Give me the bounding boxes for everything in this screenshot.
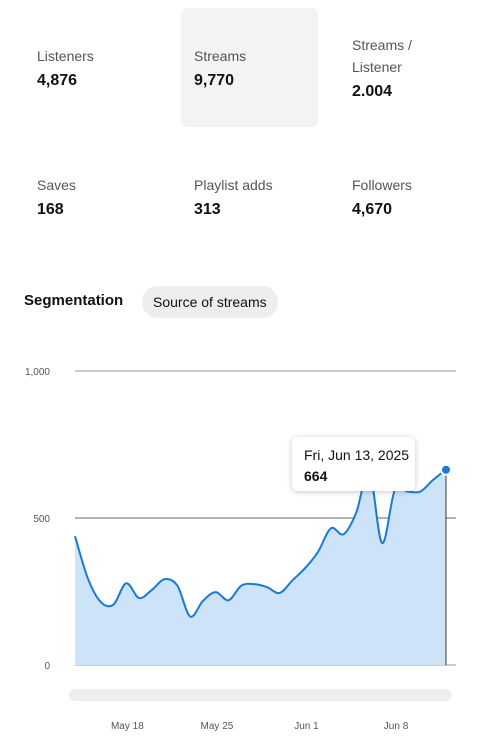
x-tick-label: May 18 xyxy=(111,721,144,732)
stat-label: Streams / xyxy=(352,37,412,53)
stat-listeners[interactable]: Listeners 4,876 xyxy=(24,8,161,127)
y-tick-label: 0 xyxy=(44,661,50,672)
x-tick-label: May 25 xyxy=(201,721,234,732)
streams-chart-svg: 1,000 500 0 May 18 May 25 Jun 1 Jun 8 xyxy=(25,367,456,732)
stat-playlist-adds[interactable]: Playlist adds 313 xyxy=(181,160,318,279)
chart-range-scrollbar[interactable] xyxy=(69,689,452,701)
x-tick-label: Jun 1 xyxy=(294,721,319,732)
stat-label-line2: Listener xyxy=(352,59,402,75)
tooltip-date: Fri, Jun 13, 2025 xyxy=(304,447,410,463)
stat-label: Listeners xyxy=(37,48,94,64)
stats-grid: Listeners 4,876 Streams 9,770 Streams / … xyxy=(0,0,490,260)
chart-tooltip: Fri, Jun 13, 2025 664 xyxy=(292,437,415,491)
stat-label: Playlist adds xyxy=(194,177,273,193)
stat-value: 313 xyxy=(194,201,221,218)
stat-value: 4,876 xyxy=(37,72,78,89)
stat-streams-per-listener[interactable]: Streams / Listener 2.004 xyxy=(339,8,476,127)
y-tick-label: 500 xyxy=(33,514,50,525)
streams-chart: 1,000 500 0 May 18 May 25 Jun 1 Jun 8 xyxy=(0,340,490,743)
stat-followers[interactable]: Followers 4,670 xyxy=(339,160,476,279)
x-tick-label: Jun 8 xyxy=(384,721,409,732)
stat-value: 9,770 xyxy=(194,72,235,89)
stat-value: 2.004 xyxy=(352,83,393,100)
highlight-point xyxy=(440,463,452,476)
stat-label: Streams xyxy=(194,48,247,64)
stat-value: 4,670 xyxy=(352,201,393,218)
stat-saves[interactable]: Saves 168 xyxy=(24,160,161,279)
stat-streams[interactable]: Streams 9,770 xyxy=(181,8,318,127)
y-tick-label: 1,000 xyxy=(25,367,50,378)
stat-label: Saves xyxy=(37,177,76,193)
segmentation-title: Segmentation xyxy=(24,292,124,309)
streams-area xyxy=(75,469,446,665)
source-of-streams-chip[interactable]: Source of streams xyxy=(142,286,278,318)
tooltip-value: 664 xyxy=(304,468,328,484)
stat-label: Followers xyxy=(352,177,412,193)
streams-line xyxy=(74,468,447,618)
stat-value: 168 xyxy=(37,201,64,218)
